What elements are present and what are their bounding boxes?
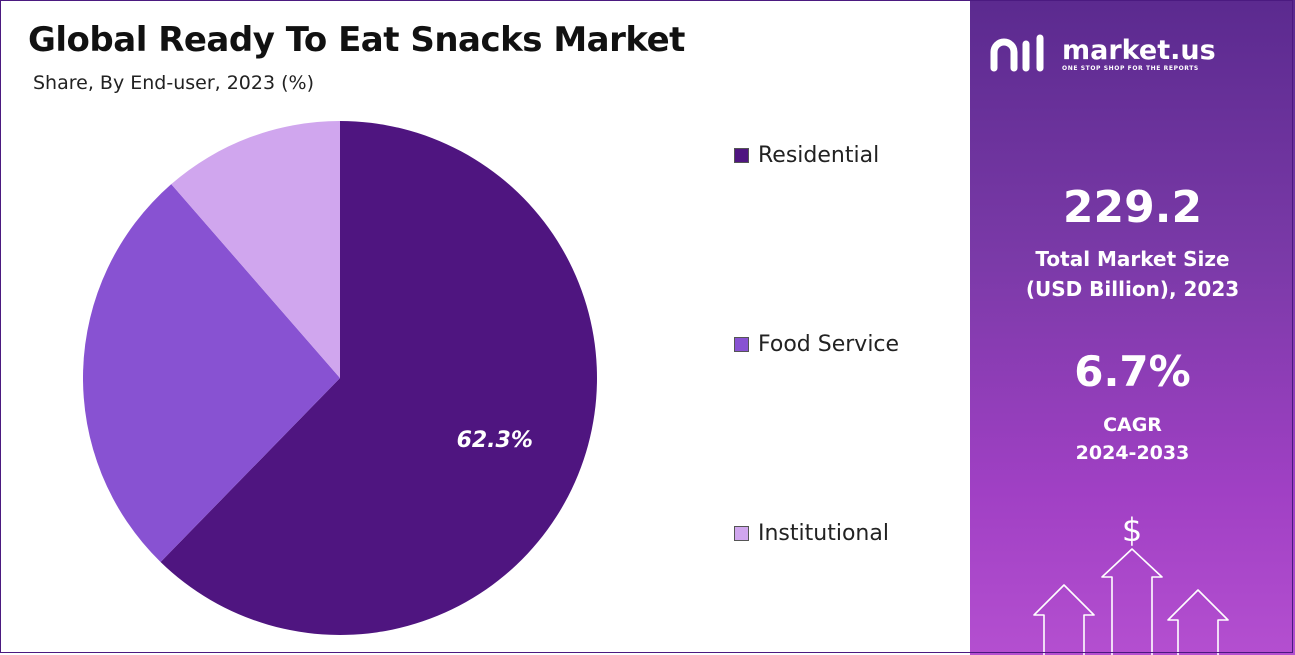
legend-item-institutional: Institutional	[734, 521, 889, 546]
legend-item-food-service: Food Service	[734, 332, 899, 357]
legend-swatch-residential	[734, 148, 749, 163]
legend-item-residential: Residential	[734, 143, 879, 168]
cagr-label-line1: CAGR	[1103, 414, 1162, 436]
brand-logo: market.us ONE STOP SHOP FOR THE REPORTS	[990, 34, 1216, 74]
growth-arrows-graphic: $	[1033, 511, 1229, 655]
stats-panel: market.us ONE STOP SHOP FOR THE REPORTS …	[970, 0, 1295, 655]
legend-label-residential: Residential	[758, 143, 880, 168]
up-arrow-icon-right	[1167, 589, 1229, 655]
market-size-label-line1: Total Market Size	[1035, 247, 1230, 271]
pie-slice-residential	[160, 121, 598, 635]
chart-subtitle: Share, By End-user, 2023 (%)	[33, 72, 314, 94]
brand-name: market.us	[1062, 34, 1216, 66]
up-arrow-icon	[1101, 548, 1163, 655]
legend-label-food-service: Food Service	[758, 332, 900, 357]
market-size-value: 229.2	[1062, 182, 1203, 233]
legend-swatch-institutional	[734, 526, 749, 541]
brand-tagline: ONE STOP SHOP FOR THE REPORTS	[1062, 64, 1199, 72]
chart-title: Global Ready To Eat Snacks Market	[28, 20, 685, 60]
up-arrow-icon-left	[1033, 584, 1095, 655]
legend-swatch-food-service	[734, 337, 749, 352]
pie-slice-food-service	[83, 184, 341, 562]
pie-slice-institutional	[171, 121, 340, 378]
market-us-logo-icon	[990, 34, 1044, 72]
market-size-label-line2: (USD Billion), 2023	[1025, 277, 1240, 301]
pie-label-residential: 62.3%	[457, 428, 533, 453]
pie-chart: 62.3%	[83, 121, 598, 635]
chart-panel: Global Ready To Eat Snacks Market Share,…	[28, 20, 900, 635]
cagr-value: 6.7%	[1074, 347, 1191, 396]
legend-label-institutional: Institutional	[758, 521, 889, 546]
cagr-label-line2: 2024-2033	[1075, 442, 1190, 464]
dollar-icon: $	[1122, 511, 1142, 549]
